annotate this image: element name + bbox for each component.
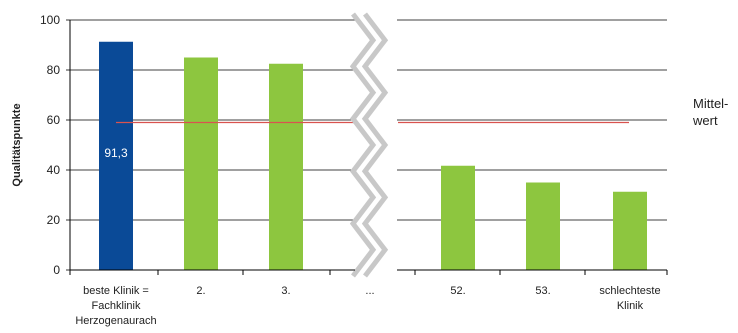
x-category-label-line: 2. [196, 285, 205, 297]
x-category-label: beste Klinik = Fachklinik Herzogenaurach [75, 285, 156, 327]
axes [69, 20, 668, 275]
x-category-label-line: Klinik [617, 300, 644, 312]
x-category-label: 53. [535, 285, 550, 297]
x-category-label-line: schlechteste [599, 285, 660, 297]
bar [441, 165, 475, 270]
x-category-label-line: 52. [450, 285, 465, 297]
bar [269, 63, 303, 270]
x-category-label-line: Fachklinik [92, 300, 141, 312]
bar [526, 182, 560, 270]
break-zigzag-right [361, 12, 389, 278]
bar [184, 57, 218, 270]
x-category-label: schlechteste Klinik [599, 285, 660, 312]
bar [613, 191, 647, 270]
x-category-label: 52. [450, 285, 465, 297]
x-category-label: ... [365, 285, 374, 297]
x-axis-category-labels: beste Klinik = Fachklinik Herzogenaurach 2.… [75, 285, 660, 327]
y-tick-label: 20 [47, 213, 61, 227]
axis-break-mark [349, 12, 389, 278]
y-tick-label: 80 [47, 63, 61, 77]
x-category-label-line: beste Klinik = [83, 285, 149, 297]
data-labels: 91,3 [104, 146, 128, 160]
y-tick-label: 40 [47, 163, 61, 177]
y-tick-label: 0 [53, 263, 60, 277]
x-category-label-line: Herzogenaurach [75, 315, 156, 327]
y-axis-label: Qualitätspunkte [11, 103, 23, 186]
x-category-label-line: 53. [535, 285, 550, 297]
reference-label-line: wert [692, 113, 718, 128]
break-zigzag-left [349, 12, 377, 278]
x-category-label: 2. [196, 285, 205, 297]
x-category-label-line: 3. [281, 285, 290, 297]
x-category-label: 3. [281, 285, 290, 297]
bar [99, 41, 133, 270]
y-tick-label: 100 [40, 13, 60, 27]
x-category-label-line: ... [365, 285, 374, 297]
y-axis-ticks: 0 20 40 60 80 100 [40, 13, 70, 277]
reference-line-label: Mittel-wert [692, 96, 728, 128]
data-label: 91,3 [104, 146, 128, 160]
y-tick-label: 60 [47, 113, 61, 127]
reference-label-line: Mittel- [693, 96, 728, 111]
bars [99, 41, 647, 270]
